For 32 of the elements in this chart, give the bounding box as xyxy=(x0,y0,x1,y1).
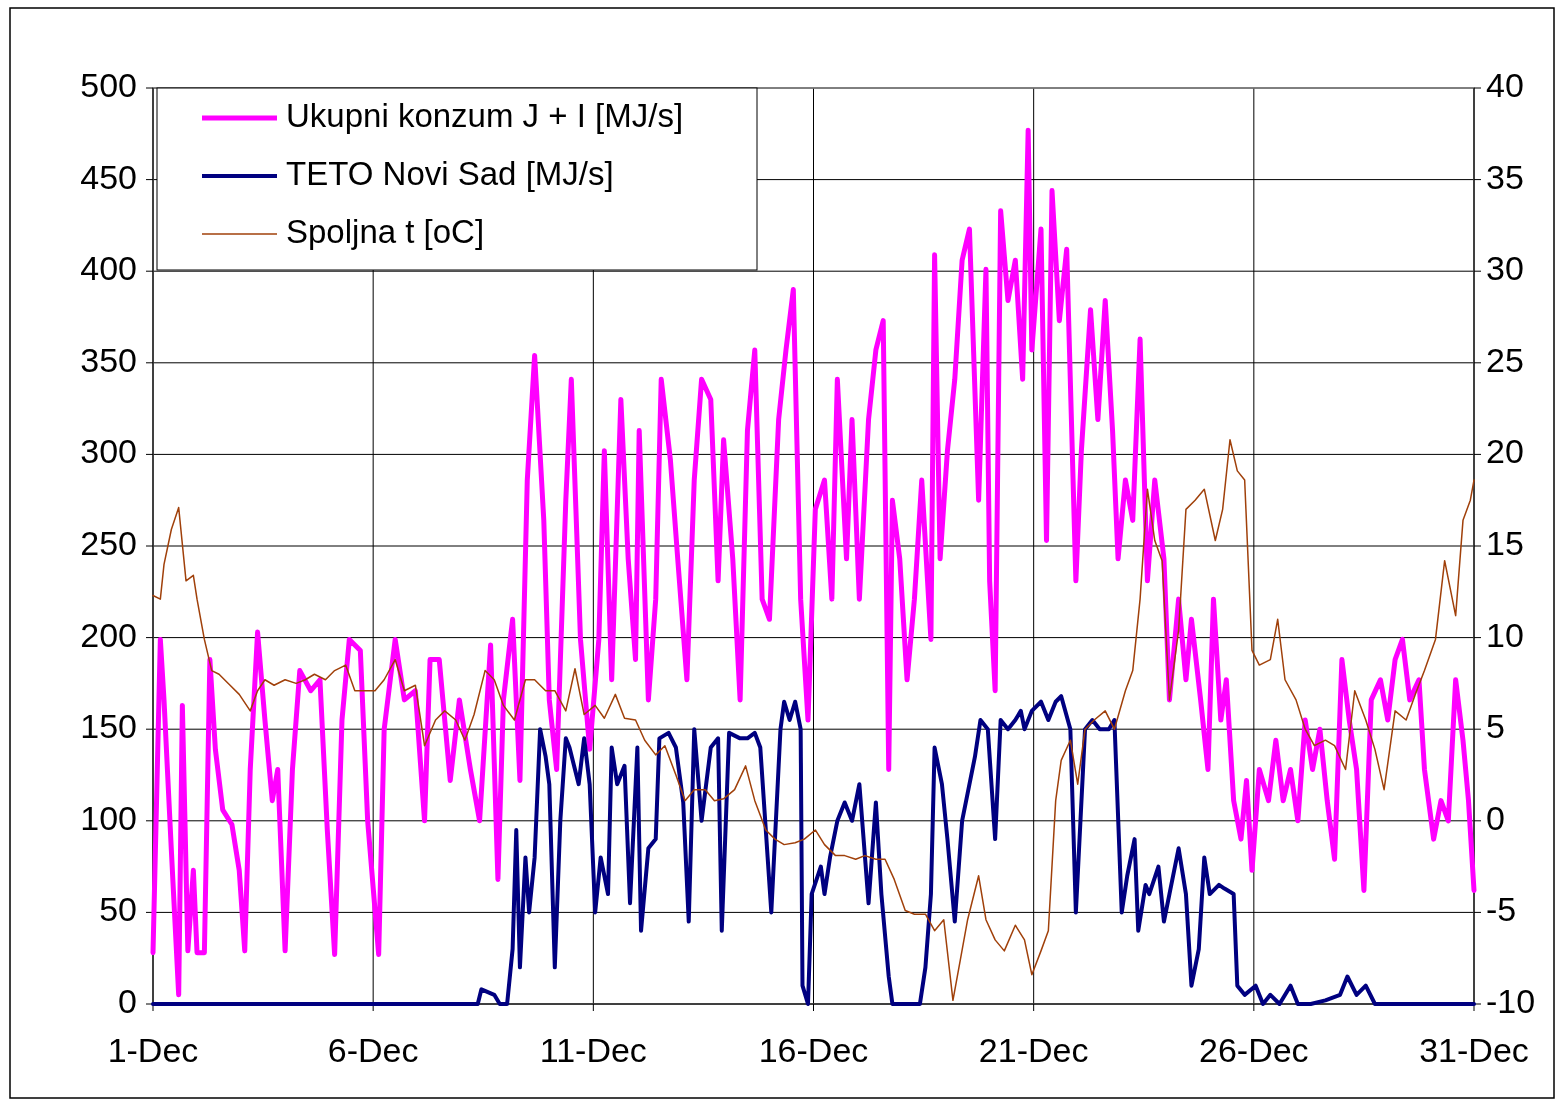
x-tick-label: 31-Dec xyxy=(1419,1031,1529,1069)
legend-label: TETO Novi Sad [MJ/s] xyxy=(286,154,614,192)
y2-tick-label: -5 xyxy=(1486,890,1517,929)
legend-label: Ukupni konzum J + I [MJ/s] xyxy=(286,96,684,134)
y-tick-label: 100 xyxy=(80,798,137,837)
x-tick-label: 21-Dec xyxy=(978,1031,1089,1069)
y-tick-label: 350 xyxy=(80,340,137,379)
y2-tick-label: 30 xyxy=(1486,249,1524,288)
y-tick-label: 400 xyxy=(80,249,137,288)
y2-tick-label: -10 xyxy=(1486,981,1536,1020)
x-tick-label: 26-Dec xyxy=(1199,1031,1309,1069)
legend-label: Spoljna t [oC] xyxy=(286,212,485,250)
y2-tick-label: 35 xyxy=(1486,157,1524,196)
y2-tick-label: 20 xyxy=(1486,432,1524,471)
y2-tick-label: 25 xyxy=(1486,340,1524,379)
y2-tick-label: 0 xyxy=(1486,798,1505,837)
y-tick-label: 450 xyxy=(80,157,137,196)
y2-tick-label: 15 xyxy=(1486,523,1524,562)
y-tick-label: 250 xyxy=(80,523,137,562)
y2-tick-label: 40 xyxy=(1486,65,1524,104)
y2-tick-label: 5 xyxy=(1486,707,1505,746)
y-tick-label: 300 xyxy=(80,432,137,471)
x-tick-label: 11-Dec xyxy=(539,1031,647,1069)
y-tick-label: 200 xyxy=(80,615,137,654)
x-tick-label: 16-Dec xyxy=(758,1031,869,1069)
x-tick-label: 1-Dec xyxy=(107,1031,199,1069)
y-tick-label: 0 xyxy=(118,981,137,1020)
y2-tick-label: 10 xyxy=(1486,615,1524,654)
y-tick-label: 150 xyxy=(80,707,137,746)
x-tick-label: 6-Dec xyxy=(327,1031,419,1069)
y-tick-label: 50 xyxy=(99,890,137,929)
y-tick-label: 500 xyxy=(80,65,137,104)
